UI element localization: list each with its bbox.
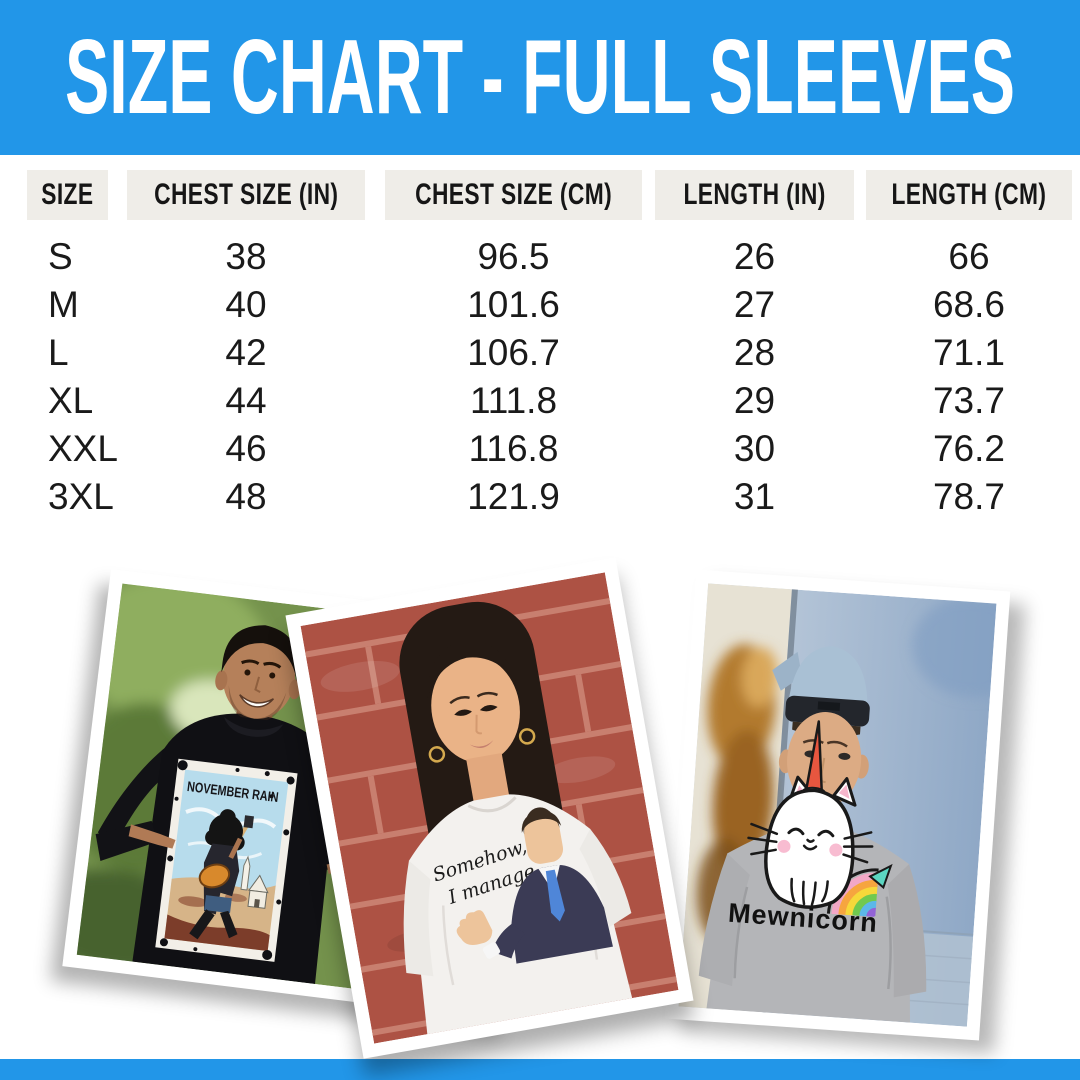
column-header-label: CHEST SIZE (IN) [153, 178, 339, 211]
column-header-length-cm: LENGTH (CM) [866, 170, 1072, 220]
cell-size: S [48, 236, 73, 277]
cell-length-cm: 66 [948, 236, 990, 277]
face [431, 655, 520, 763]
smile [239, 694, 275, 708]
cell-size: XL [48, 380, 94, 421]
cell-chest-in: 48 [225, 476, 267, 517]
cell-length-cm: 76.2 [932, 428, 1005, 469]
cell-length-cm: 73.7 [932, 380, 1005, 421]
whiskers [747, 822, 874, 864]
footer-bar [0, 1059, 1080, 1080]
size-table: SIZE CHEST SIZE (IN) CHEST SIZE (CM) LEN… [0, 170, 1080, 521]
mewnicorn-print [747, 720, 893, 918]
cell-chest-cm: 96.5 [477, 236, 550, 277]
cell-chest-in: 44 [225, 380, 267, 421]
cell-length-in: 30 [733, 428, 776, 469]
cell-length-cm: 78.7 [932, 476, 1005, 517]
cell-size: 3XL [48, 476, 114, 517]
cell-chest-cm: 116.8 [468, 428, 559, 469]
cell-chest-in: 38 [225, 236, 267, 277]
cell-chest-cm: 121.9 [467, 476, 560, 517]
column-header-chest-in: CHEST SIZE (IN) [127, 170, 365, 220]
cell-chest-in: 42 [225, 332, 267, 373]
column-header-label: CHEST SIZE (CM) [415, 178, 612, 211]
shrug-hand [456, 910, 493, 945]
banner: SIZE CHART - FULL SLEEVES [0, 0, 1080, 155]
cell-length-in: 29 [733, 380, 776, 421]
cell-length-cm: 71.1 [932, 332, 1005, 373]
page-title: SIZE CHART - FULL SLEEVES [65, 18, 1015, 136]
hair [221, 625, 299, 682]
cell-chest-cm: 111.8 [469, 380, 558, 421]
paw-lines [790, 877, 829, 906]
cell-chest-in: 46 [225, 428, 267, 469]
cell-length-in: 31 [733, 476, 776, 517]
church-and-rocket [240, 855, 269, 909]
cell-chest-in: 40 [225, 284, 267, 325]
column-header-chest-cm: CHEST SIZE (CM) [385, 170, 642, 220]
photo-mewnicorn-tee: Mewnicorn [664, 569, 1011, 1041]
cell-size: L [48, 332, 69, 373]
cell-length-in: 26 [733, 236, 776, 277]
cell-length-in: 28 [733, 332, 776, 373]
column-header-length-in: LENGTH (IN) [655, 170, 854, 220]
column-header-size: SIZE [27, 170, 108, 220]
grunge-splatter [159, 760, 295, 960]
office-man-illustration [456, 807, 613, 964]
cell-size: M [48, 284, 79, 325]
cell-length-in: 27 [733, 284, 776, 325]
column-header-label: SIZE [41, 178, 94, 211]
hoop-earring-right [518, 728, 536, 745]
cell-chest-cm: 101.6 [467, 284, 560, 325]
column-header-label: LENGTH (CM) [891, 178, 1047, 211]
guitarist-figure [189, 809, 254, 940]
column-header-label: LENGTH (IN) [683, 178, 826, 211]
hoop-earring-left [428, 746, 446, 763]
banner-title-svg: SIZE CHART - FULL SLEEVES [65, 18, 1015, 136]
photo-somehow-scene: Somehow, I manage [300, 572, 679, 1044]
november-rain-print: NOVEMBER RAIN [155, 758, 298, 962]
cell-chest-cm: 106.7 [467, 332, 560, 373]
cell-size: XXL [48, 428, 118, 469]
photo-mewnicorn-scene: Mewnicorn [678, 583, 997, 1027]
photo-somehow-i-manage-tee: Somehow, I manage [285, 557, 694, 1059]
cell-length-cm: 68.6 [932, 284, 1005, 325]
